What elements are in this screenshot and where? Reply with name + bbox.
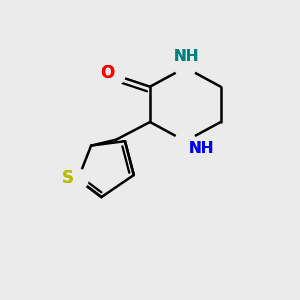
Text: S: S <box>61 169 74 187</box>
Circle shape <box>175 131 196 152</box>
Circle shape <box>104 64 125 85</box>
Text: NH: NH <box>189 141 214 156</box>
Text: S: S <box>61 169 74 187</box>
Circle shape <box>68 169 88 190</box>
Text: O: O <box>100 64 114 82</box>
Text: NH: NH <box>174 49 200 64</box>
Text: NH: NH <box>174 49 200 64</box>
Circle shape <box>175 57 196 78</box>
Text: O: O <box>100 64 114 82</box>
Text: NH: NH <box>189 141 214 156</box>
